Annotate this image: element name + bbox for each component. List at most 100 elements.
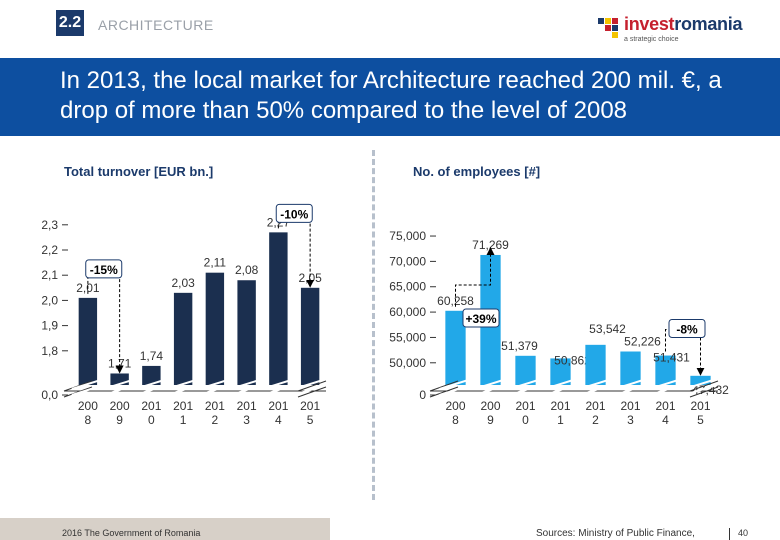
undefined-category-label-bottom: 1 (180, 413, 187, 427)
undefined-bar-break (135, 378, 168, 396)
undefined-change-arrow (665, 329, 705, 376)
page-headline: In 2013, the local market for Architectu… (60, 67, 722, 124)
undefined-ytick-label: 2,2 (41, 243, 58, 257)
page-separator (729, 528, 730, 540)
undefined-ytick-label: 65,000 (389, 280, 426, 294)
undefined-bar (550, 358, 571, 385)
section-title: ARCHITECTURE (98, 17, 214, 33)
undefined-value-label: 1,71 (108, 356, 132, 370)
turnover-chart-title: Total turnover [EUR bn.] (64, 164, 214, 179)
undefined-ytick-label: 70,000 (389, 254, 426, 268)
undefined-category-label-bottom: 2 (592, 413, 599, 427)
undefined-value-label: 2,11 (204, 256, 227, 270)
footer-sources: Sources: Ministry of Public Finance, (536, 528, 695, 539)
undefined-category-label-bottom: 9 (116, 413, 123, 427)
undefined-bar (269, 232, 288, 385)
logo-text-first: invest (624, 14, 675, 34)
undefined-value-label: 71,269 (472, 238, 509, 252)
undefined-bar-break (262, 378, 295, 396)
undefined-category-label-top: 201 (655, 399, 675, 413)
undefined-category-label-top: 201 (141, 399, 161, 413)
undefined-change-arrow (87, 269, 124, 374)
undefined-ytick-label: 1,9 (41, 319, 58, 333)
undefined-axis-break-left (63, 380, 93, 398)
undefined-bar-break (649, 378, 682, 396)
turnover-chart: 0,01,81,92,02,12,22,32,0120081,7120091,7… (41, 203, 327, 427)
undefined-category-label-top: 201 (205, 399, 225, 413)
undefined-bar (515, 355, 536, 385)
undefined-category-label-top: 201 (620, 399, 640, 413)
undefined-bar (655, 355, 676, 385)
undefined-change-arrow (455, 246, 495, 307)
undefined-category-label-top: 201 (300, 399, 320, 413)
undefined-change-label: -15% (90, 263, 118, 277)
undefined-category-label-top: 201 (237, 399, 257, 413)
undefined-ytick-label: 2,0 (41, 293, 58, 307)
page-number: 40 (738, 528, 749, 538)
undefined-bar-break (103, 378, 136, 396)
undefined-category-label-bottom: 3 (243, 413, 250, 427)
undefined-bar (585, 344, 606, 385)
undefined-category-label-top: 201 (585, 399, 605, 413)
footer-copyright: 2016 The Government of Romania (62, 528, 201, 538)
undefined-category-label-top: 200 (110, 399, 130, 413)
undefined-ytick-label: 50,000 (389, 356, 426, 370)
undefined-change-badge (668, 319, 706, 339)
logo-tagline: a strategic choice (624, 36, 679, 43)
undefined-change-badge (275, 203, 313, 223)
undefined-change-badge (462, 308, 500, 328)
undefined-bar (110, 373, 129, 385)
undefined-value-label: 50,862 (554, 353, 591, 367)
undefined-ytick-label: 2,1 (41, 268, 58, 282)
employees-chart-title: No. of employees [#] (413, 164, 541, 179)
undefined-category-label-bottom: 5 (307, 413, 314, 427)
undefined-category-label-bottom: 1 (557, 413, 564, 427)
undefined-bar-break (684, 378, 717, 396)
undefined-ytick-label: 75,000 (389, 229, 426, 243)
undefined-category-label-bottom: 8 (85, 413, 92, 427)
undefined-change-label: +39% (465, 312, 496, 326)
undefined-category-label-top: 200 (78, 399, 98, 413)
undefined-change-label: -10% (280, 207, 308, 221)
undefined-bar (690, 375, 711, 385)
undefined-change-label: -8% (676, 323, 698, 337)
undefined-category-label-top: 201 (550, 399, 570, 413)
undefined-category-label-bottom: 4 (662, 413, 669, 427)
undefined-bar-break (579, 378, 612, 396)
undefined-bar (78, 297, 98, 385)
undefined-axis-break-right (297, 380, 327, 398)
undefined-category-label-bottom: 9 (487, 413, 494, 427)
undefined-bar (445, 310, 466, 385)
undefined-category-label-bottom: 5 (697, 413, 704, 427)
undefined-bar-break (230, 378, 263, 396)
undefined-value-label: 1,74 (140, 349, 164, 363)
footer-shade (0, 518, 330, 540)
undefined-category-label-bottom: 4 (275, 413, 282, 427)
undefined-category-label-top: 200 (480, 399, 500, 413)
undefined-category-label-bottom: 8 (452, 413, 459, 427)
undefined-ytick-label: 55,000 (389, 330, 426, 344)
undefined-bar (173, 292, 193, 385)
undefined-ytick-label: 60,000 (389, 305, 426, 319)
undefined-bar-break (439, 378, 472, 396)
undefined-ytick-label: 1,8 (41, 344, 58, 358)
undefined-value-label: 2,05 (298, 271, 322, 285)
undefined-bar (205, 272, 225, 385)
undefined-axis-break-left (429, 380, 459, 398)
undefined-value-label: 2,08 (235, 263, 259, 277)
undefined-category-label-top: 201 (173, 399, 193, 413)
undefined-category-label-top: 200 (445, 399, 465, 413)
undefined-bar-break (166, 378, 200, 396)
undefined-bar-break (614, 378, 647, 396)
undefined-category-label-bottom: 0 (148, 413, 155, 427)
undefined-category-label-bottom: 0 (522, 413, 529, 427)
undefined-ytick-label: 0 (419, 388, 426, 402)
undefined-category-label-top: 201 (690, 399, 710, 413)
undefined-value-label: 52,226 (624, 335, 661, 349)
chart-divider (372, 150, 375, 500)
undefined-bar-break (509, 378, 542, 396)
undefined-bar (237, 280, 256, 385)
logo-mark-icon (598, 18, 618, 38)
logo-text-rest: romania (674, 14, 743, 34)
undefined-bar-break (544, 378, 577, 396)
